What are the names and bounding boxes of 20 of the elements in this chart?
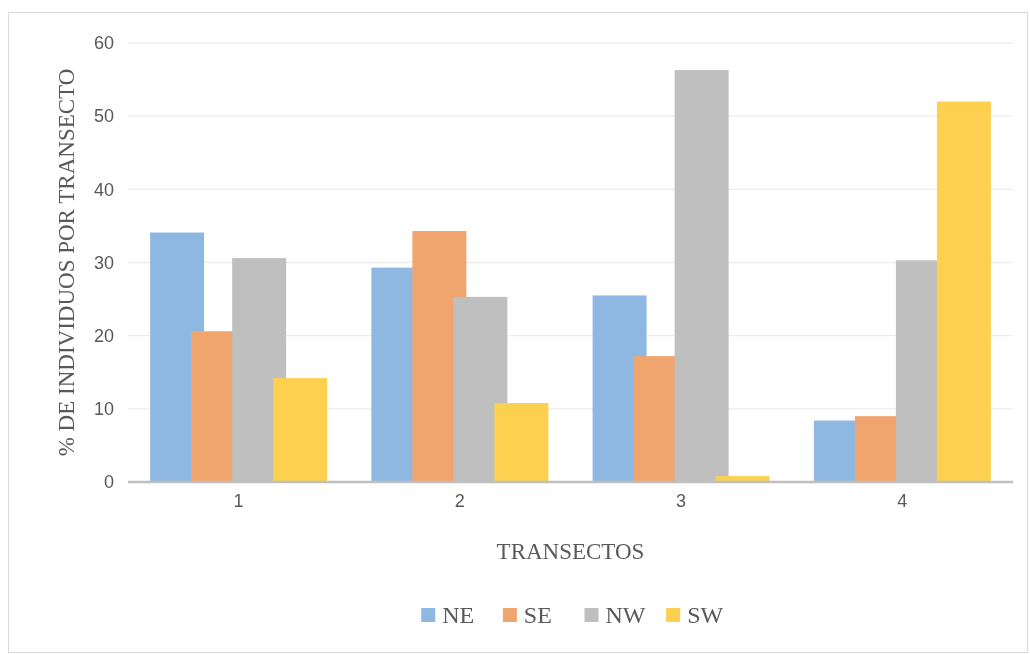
x-axis-title: TRANSECTOS [496, 539, 645, 565]
x-tick-label: 1 [233, 491, 244, 512]
y-tick-label: 30 [93, 252, 114, 273]
legend-label: SE [523, 602, 552, 629]
y-tick-label: 40 [93, 179, 114, 200]
bar [273, 378, 328, 482]
legend-label: NE [442, 602, 475, 629]
y-tick-label: 20 [93, 325, 114, 346]
x-tick-label: 4 [897, 491, 908, 512]
y-tick-label: 60 [93, 33, 114, 54]
y-axis-title: % DE INDIVIDUOS POR TRANSECTO [54, 68, 80, 457]
x-tick-label: 3 [676, 491, 687, 512]
bar [936, 101, 991, 482]
legend-label: NW [605, 602, 646, 629]
y-tick-label: 50 [93, 106, 114, 127]
legend-label: SW [687, 602, 724, 629]
y-tick-label: 0 [103, 472, 114, 493]
bar [494, 402, 549, 482]
x-tick-label: 2 [454, 491, 465, 512]
y-tick-label: 10 [93, 399, 114, 420]
